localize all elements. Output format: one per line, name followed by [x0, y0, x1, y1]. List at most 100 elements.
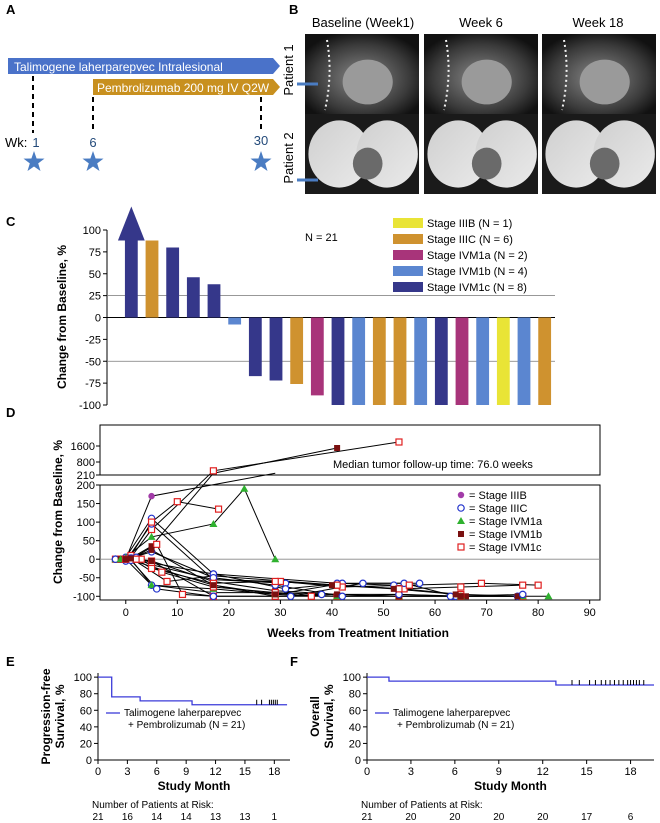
bar [352, 317, 366, 405]
bar [414, 317, 428, 405]
mediastinum [461, 59, 512, 105]
y-tick-label: 100 [343, 672, 361, 684]
marker [458, 531, 464, 537]
drug2-arrow [93, 79, 280, 95]
risk-number: 14 [181, 812, 193, 823]
x-tick-label: 6 [154, 766, 160, 778]
waterfall-legend: Stage IIIB (N = 1) Stage IIIC (N = 6) Stag… [393, 218, 528, 294]
y-tick-label: -25 [85, 334, 101, 346]
legend-label: + Pembrolizumab (N = 21) [397, 720, 514, 731]
marker [209, 519, 218, 527]
legend-label: Stage IVM1b (N = 4) [427, 266, 528, 278]
y-tick-label: 100 [77, 517, 95, 529]
bar [290, 317, 304, 384]
legend-label: Talimogene laherparepvec [393, 708, 510, 719]
marker [286, 592, 295, 601]
col-header-baseline: Baseline (Week1) [312, 15, 414, 30]
ct-scan-image [424, 114, 538, 194]
legend-label: Stage IVM1c (N = 8) [427, 282, 527, 294]
x-tick-label: 90 [584, 607, 596, 619]
y-tick-label: 50 [89, 269, 101, 281]
legend-swatch [393, 266, 423, 276]
drug2-label: Pembrolizumab 200 mg IV Q2W [97, 81, 270, 95]
risk-table-label: Number of Patients at Risk: [361, 800, 483, 811]
panel-d-ylabel: Change from Baseline, % [51, 440, 65, 584]
y-tick-label: -100 [79, 400, 101, 412]
marker [334, 591, 341, 598]
panel-c-ylabel: Change from Baseline, % [55, 245, 69, 389]
marker [390, 585, 397, 592]
marker [462, 593, 469, 600]
bar [145, 240, 159, 318]
x-axis-label: Study Month [474, 779, 547, 793]
series-markers [111, 438, 553, 601]
marker [514, 593, 521, 600]
dotted-margin [324, 39, 331, 111]
bar [166, 247, 180, 318]
y-tick-label: 100 [74, 672, 92, 684]
patient-line [120, 558, 549, 597]
risk-number: 13 [239, 812, 251, 823]
bar [455, 317, 469, 405]
marker [415, 579, 424, 588]
ct-scan-image [305, 114, 419, 194]
y-tick-label: 210 [77, 470, 95, 482]
lower-frame [99, 484, 601, 601]
panel-label-f: F [290, 654, 298, 669]
ct-images [297, 34, 656, 194]
marker [152, 585, 161, 593]
legend-swatch [393, 282, 423, 292]
marker [317, 590, 326, 599]
mediastinum [342, 59, 393, 105]
marker [307, 592, 315, 600]
bar [124, 240, 138, 318]
km-curve [98, 676, 288, 706]
ct-scan-image [305, 34, 419, 114]
bar-arrow [117, 206, 145, 241]
mediastinum [471, 147, 502, 180]
x-tick-label: 18 [268, 766, 280, 778]
legend-label: + Pembrolizumab (N = 21) [128, 720, 245, 731]
marker [457, 517, 465, 524]
marker [209, 592, 218, 601]
km-curve [367, 676, 654, 686]
legend-label: = Stage IIIC [469, 503, 527, 515]
x-tick-label: 6 [452, 766, 458, 778]
x-tick-label: 0 [364, 766, 370, 778]
marker [457, 583, 465, 591]
row-label-patient1: Patient 1 [281, 44, 296, 95]
risk-number: 20 [405, 812, 417, 823]
week-1-label: 1 [32, 135, 39, 150]
marker [452, 591, 459, 598]
legend-label: Stage IIIC (N = 6) [427, 234, 513, 246]
mediastinum [579, 59, 630, 105]
y-tick-label: 1600 [71, 441, 95, 453]
marker [148, 558, 155, 565]
marker [240, 484, 249, 492]
waterfall-plot: 100 75 50 25 0 -25 -50 -75 -100 [79, 206, 555, 412]
risk-number: 17 [581, 812, 593, 823]
marker [328, 582, 335, 589]
y-tick-label: 60 [349, 705, 361, 717]
x-tick-label: 50 [377, 607, 389, 619]
ct-scan-image [542, 34, 656, 114]
y-tick-label: -100 [73, 591, 95, 603]
marker [271, 577, 279, 586]
marker [518, 590, 527, 599]
y-axis-label: OverallSurvival, % [308, 684, 336, 748]
y-tick-label: 100 [83, 225, 101, 237]
bar [476, 317, 490, 405]
y-tick-label: 150 [77, 499, 95, 511]
marker [395, 438, 403, 446]
x-tick-label: 0 [95, 766, 101, 778]
x-tick-label: 60 [429, 607, 441, 619]
x-tick-label: 9 [183, 766, 189, 778]
spider-legend: = Stage IIIB= Stage IIIC= Stage IVM1a= S… [457, 490, 543, 554]
mediastinum [589, 147, 620, 180]
risk-number: 13 [210, 812, 222, 823]
y-tick-label: 800 [77, 457, 95, 469]
legend-label: Stage IVM1a (N = 2) [427, 250, 528, 262]
dotted-margin [561, 39, 568, 111]
risk-number: 1 [272, 812, 278, 823]
